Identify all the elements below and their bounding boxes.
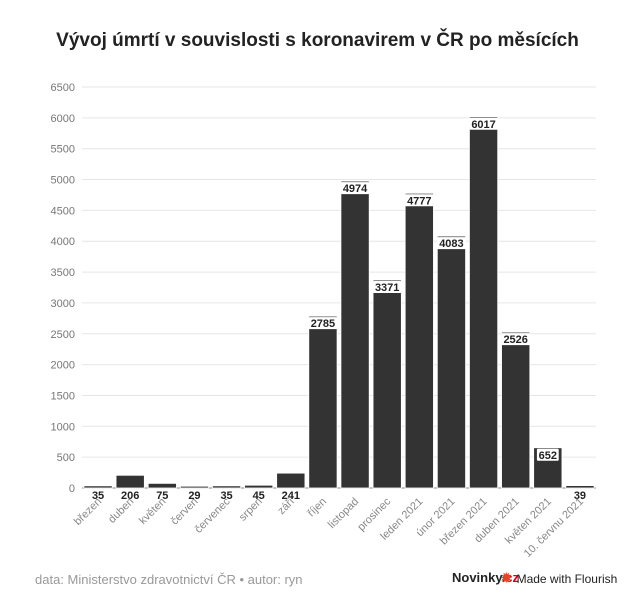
data-label-bg bbox=[90, 489, 106, 501]
bar bbox=[404, 192, 434, 489]
y-tick-label: 2500 bbox=[51, 329, 75, 341]
data-label-bg bbox=[405, 194, 434, 207]
bar bbox=[83, 485, 113, 489]
y-tick-label: 4500 bbox=[51, 205, 75, 217]
y-tick-label: 1500 bbox=[51, 390, 75, 402]
data-label-bg bbox=[279, 489, 302, 501]
data-label-bg bbox=[119, 489, 142, 501]
data-label: 35 bbox=[220, 490, 232, 502]
data-label: 4083 bbox=[439, 238, 463, 250]
data-source-note: data: Ministerstvo zdravotnictví ČR • au… bbox=[35, 572, 303, 587]
data-label: 75 bbox=[156, 490, 168, 502]
data-label-bg bbox=[501, 333, 530, 346]
bar bbox=[340, 180, 370, 489]
novinky-brand-text: Novinky bbox=[452, 570, 502, 585]
data-label: 6017 bbox=[471, 119, 495, 131]
data-label-bg bbox=[572, 489, 588, 501]
y-tick-label: 6500 bbox=[51, 82, 75, 94]
y-tick-label: 6000 bbox=[51, 113, 75, 125]
data-label: 45 bbox=[253, 490, 265, 502]
data-label: 4974 bbox=[343, 183, 368, 195]
data-label: 2785 bbox=[311, 318, 335, 330]
y-tick-label: 5500 bbox=[51, 144, 75, 156]
bar bbox=[469, 116, 499, 489]
data-label: 39 bbox=[574, 490, 586, 502]
novinky-logo[interactable]: Novinky.cz bbox=[452, 570, 519, 585]
data-label-bg bbox=[218, 489, 235, 501]
data-label: 35 bbox=[92, 490, 104, 502]
bar bbox=[501, 331, 531, 489]
data-label-bg bbox=[251, 489, 267, 501]
data-label: 29 bbox=[188, 490, 200, 502]
bar bbox=[308, 315, 338, 489]
data-label-bg bbox=[437, 237, 466, 250]
bar bbox=[372, 279, 402, 489]
chart-title: Vývoj úmrtí v souvislosti s koronavirem … bbox=[56, 30, 579, 51]
flourish-credit-text: Made with Flourish bbox=[516, 572, 618, 586]
data-label: 206 bbox=[121, 490, 139, 502]
data-label-bg bbox=[308, 317, 338, 330]
bar bbox=[276, 472, 306, 489]
flourish-credit[interactable]: ✹ Made with Flourish bbox=[500, 570, 618, 587]
data-label: 2526 bbox=[503, 334, 527, 346]
data-label-bg bbox=[536, 448, 559, 461]
bar bbox=[179, 485, 209, 489]
y-tick-label: 3500 bbox=[51, 267, 75, 279]
bar bbox=[436, 235, 466, 489]
data-label: 4777 bbox=[407, 195, 431, 207]
data-label-bg bbox=[186, 489, 203, 501]
data-label-bg bbox=[340, 182, 370, 195]
y-tick-label: 500 bbox=[57, 452, 75, 464]
x-tick-label: březen bbox=[72, 496, 104, 528]
y-tick-label: 5000 bbox=[51, 175, 75, 187]
bar bbox=[147, 482, 177, 489]
y-tick-label: 2000 bbox=[51, 360, 75, 372]
bar bbox=[115, 474, 145, 489]
x-tick-label: květen bbox=[137, 496, 168, 527]
data-label-bg bbox=[154, 489, 170, 501]
data-label: 3371 bbox=[375, 282, 399, 294]
bar bbox=[212, 485, 242, 489]
data-label-bg bbox=[372, 281, 402, 294]
data-label: 652 bbox=[539, 450, 557, 462]
bar bbox=[244, 484, 274, 489]
y-tick-label: 0 bbox=[69, 483, 75, 495]
x-tick-label: říjen bbox=[305, 496, 329, 520]
novinky-brand-suffix: .cz bbox=[501, 570, 519, 585]
data-label: 241 bbox=[282, 490, 300, 502]
flourish-star-icon: ✹ bbox=[500, 570, 513, 587]
data-label-bg bbox=[469, 117, 498, 130]
x-tick-label: 10. červnu 2021 bbox=[522, 496, 586, 560]
bar bbox=[565, 485, 595, 489]
y-tick-label: 1000 bbox=[51, 421, 75, 433]
y-tick-label: 3000 bbox=[51, 298, 75, 310]
y-tick-label: 4000 bbox=[51, 236, 75, 248]
